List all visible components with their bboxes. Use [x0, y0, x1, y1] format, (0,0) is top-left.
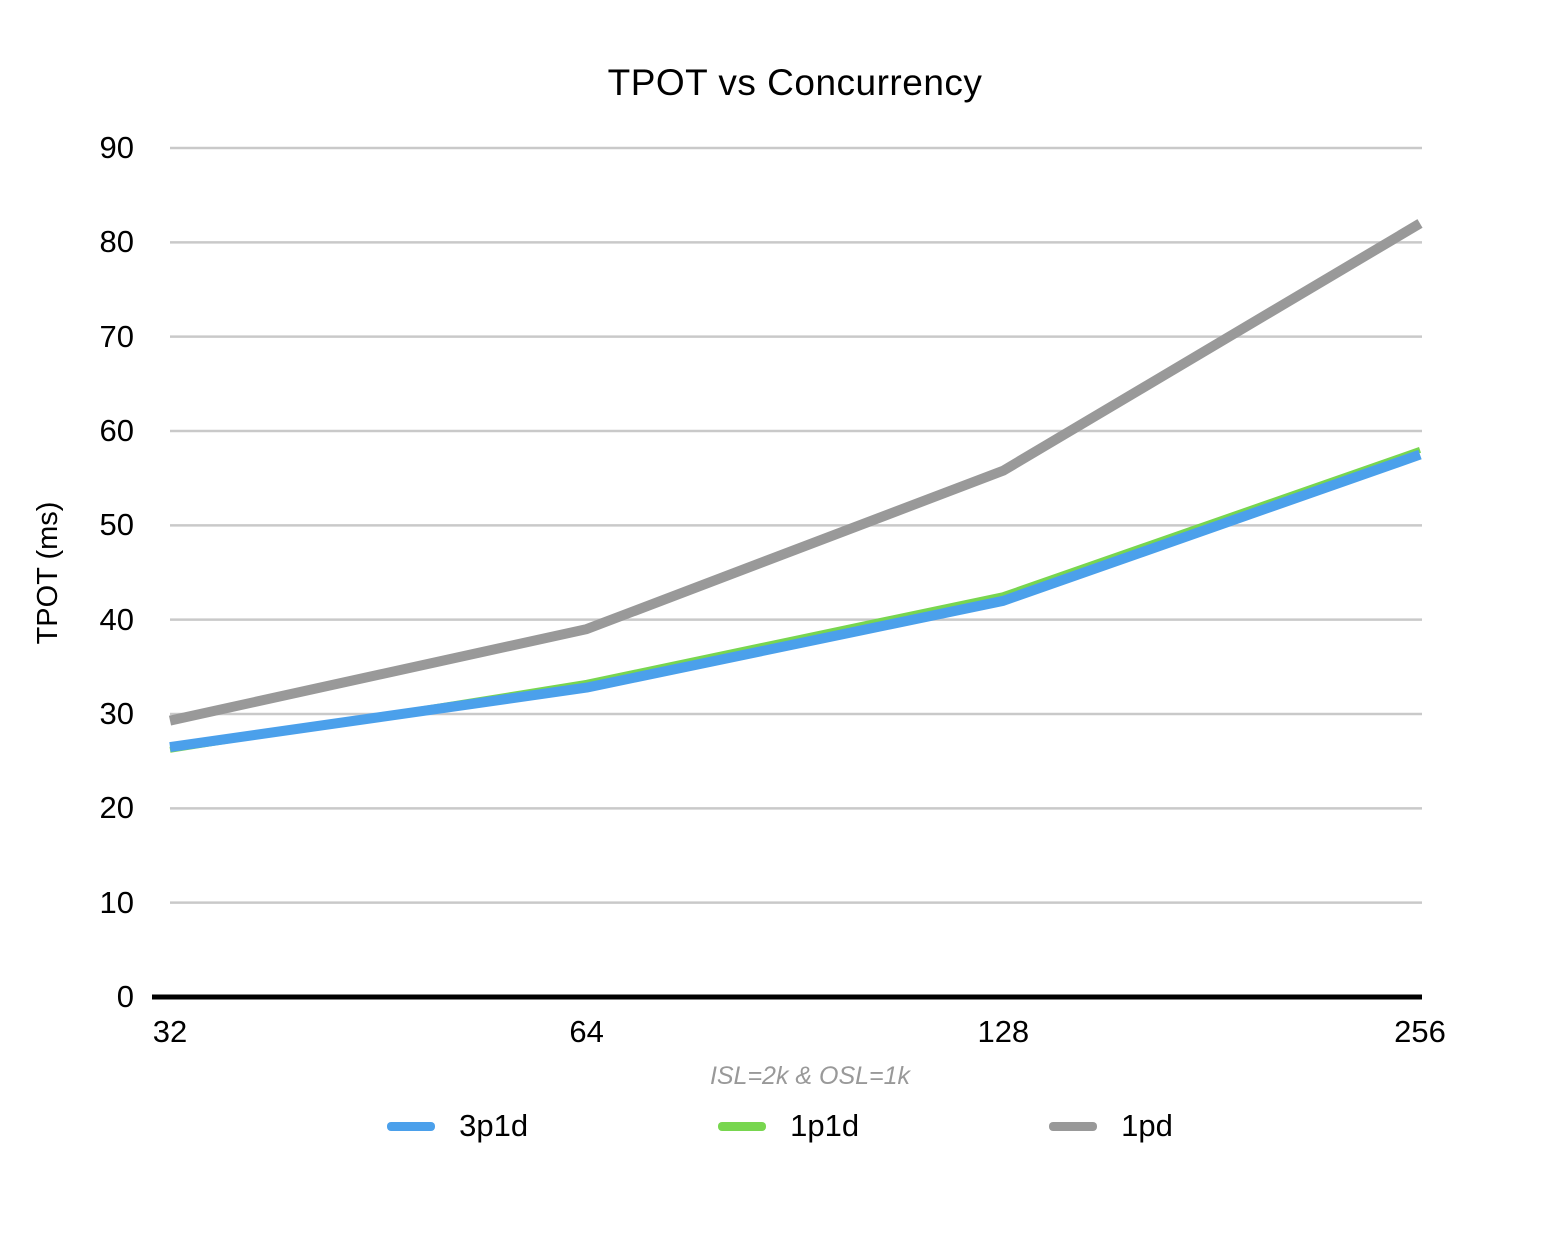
y-tick-label-0: 0: [116, 979, 134, 1014]
x-tick-label-64: 64: [569, 1014, 604, 1049]
legend-item-3p1d: 3p1d: [387, 1108, 528, 1144]
chart-legend: 3p1d 1p1d 1pd: [0, 1108, 1560, 1144]
x-tick-label-32: 32: [152, 1014, 188, 1049]
x-tick-label-256: 256: [1394, 1014, 1446, 1049]
x-tick-label-128: 128: [977, 1014, 1030, 1049]
legend-label-1pd: 1pd: [1121, 1108, 1173, 1143]
legend-item-1p1d: 1p1d: [718, 1108, 859, 1144]
y-tick-label-70: 70: [99, 318, 134, 354]
series-line-1p1d: [169, 447, 1421, 753]
y-tick-label-90: 90: [99, 130, 134, 165]
x-axis-subtitle: ISL=2k & OSL=1k: [709, 1062, 911, 1090]
y-tick-label-20: 20: [99, 790, 134, 826]
legend-label-3p1d: 3p1d: [459, 1108, 529, 1143]
y-tick-label-60: 60: [99, 413, 134, 448]
y-tick-label-50: 50: [99, 507, 134, 543]
y-axis-title: TPOT (ms): [32, 501, 64, 645]
legend-swatch-3p1d-icon: [387, 1121, 436, 1131]
chart-title: TPOT vs Concurrency: [607, 62, 983, 103]
y-tick-label-10: 10: [99, 884, 134, 920]
series-line-3p1d: [169, 449, 1422, 752]
series-line-1pd: [168, 219, 1423, 726]
y-tick-label-40: 40: [99, 601, 134, 637]
y-tick-label-80: 80: [99, 224, 134, 260]
y-tick-label-30: 30: [99, 696, 134, 731]
legend-swatch-1pd-icon: [1049, 1121, 1098, 1131]
legend-swatch-1p1d-icon: [718, 1121, 767, 1131]
legend-item-1pd: 1pd: [1049, 1108, 1173, 1144]
legend-label-1p1d: 1p1d: [790, 1108, 860, 1143]
